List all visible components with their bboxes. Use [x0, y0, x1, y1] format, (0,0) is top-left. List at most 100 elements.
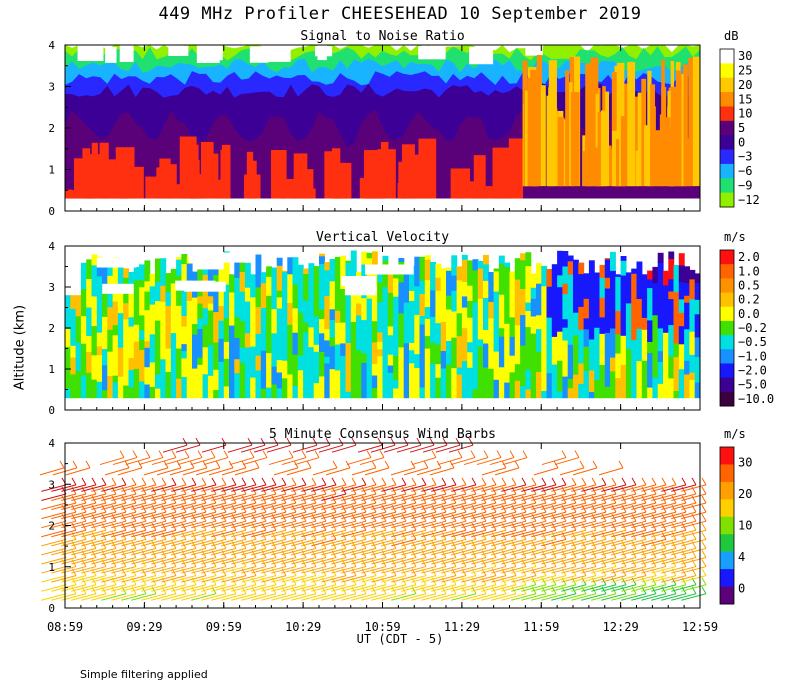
snr-plume-cell [627, 61, 636, 187]
wind-barb [641, 547, 667, 556]
wind-barb-flag [391, 477, 397, 486]
wind-barb [161, 584, 187, 592]
panel3-colorbar-swatch [720, 516, 734, 535]
velocity-cell [604, 386, 611, 399]
velocity-cell [641, 317, 648, 330]
wind-barb [111, 502, 137, 511]
wind-barb [481, 566, 507, 574]
velocity-cell [96, 332, 103, 347]
velocity-cell [165, 371, 172, 399]
wind-barb [651, 557, 677, 565]
wind-barb [651, 538, 677, 547]
wind-barb [471, 566, 497, 574]
velocity-cell [276, 372, 283, 389]
wind-barb-flag [416, 437, 422, 446]
wind-barb [541, 502, 567, 511]
velocity-cell [260, 368, 267, 389]
wind-barb [191, 520, 217, 529]
wind-barb [361, 557, 387, 565]
wind-barb [331, 566, 357, 574]
velocity-cell [467, 285, 474, 301]
velocity-cell [80, 288, 87, 296]
wind-barb [91, 547, 117, 556]
wind-barb [351, 566, 377, 574]
panel3-ytick-label: 4 [48, 437, 55, 450]
wind-barb [41, 547, 67, 556]
velocity-cell [546, 269, 553, 287]
wind-barb [381, 529, 407, 538]
velocity-cell [144, 347, 151, 368]
wind-barb [341, 575, 367, 583]
velocity-cell [282, 377, 288, 399]
wind-barb [381, 557, 407, 565]
velocity-cell [234, 337, 241, 360]
velocity-cell [213, 266, 220, 275]
wind-barb [41, 511, 67, 520]
wind-barb-flag [81, 477, 87, 486]
wind-barb [181, 511, 207, 520]
velocity-cell [694, 382, 700, 399]
velocity-cell [599, 264, 606, 278]
wind-barb [71, 484, 97, 492]
velocity-cell [96, 305, 103, 333]
wind-barb [531, 484, 557, 492]
velocity-cell [266, 387, 272, 399]
wind-barb [65, 467, 91, 476]
velocity-cell [668, 298, 675, 316]
wind-barb [41, 520, 67, 529]
wind-barb [41, 557, 67, 565]
wind-barb [71, 529, 97, 538]
wind-barb-flag [592, 460, 598, 469]
velocity-cell [668, 355, 675, 379]
velocity-cell [361, 297, 368, 321]
velocity-cell [107, 306, 114, 330]
wind-barb [141, 566, 167, 574]
wind-barb [461, 557, 487, 565]
velocity-cell [567, 294, 574, 321]
wind-barb [321, 593, 347, 601]
velocity-cell [324, 356, 331, 364]
velocity-cell [308, 290, 315, 301]
velocity-cell [583, 346, 590, 371]
velocity-cell [557, 286, 563, 300]
wind-barb [241, 493, 267, 501]
wind-barb [631, 484, 657, 492]
velocity-cell [80, 262, 87, 290]
wind-barb [491, 584, 517, 592]
velocity-cell [271, 308, 278, 334]
velocity-cell [678, 325, 685, 345]
wind-barb [421, 520, 447, 529]
wind-barb [201, 484, 227, 492]
wind-barb [271, 484, 297, 492]
wind-barb [661, 538, 687, 547]
snr-high-cell [380, 141, 389, 199]
velocity-cell [461, 360, 468, 389]
velocity-cell [218, 320, 225, 339]
velocity-cell [689, 278, 696, 300]
velocity-cell [689, 354, 696, 373]
snr-plume-cell [670, 86, 678, 187]
wind-barb-flag [514, 460, 520, 469]
wind-barb [451, 529, 477, 538]
wind-barb-flag [184, 450, 190, 458]
wind-barb [601, 493, 627, 501]
wind-barb [681, 584, 707, 592]
wind-barb [351, 484, 377, 492]
panel2-legend-label: −0.2 [738, 321, 767, 335]
wind-barb [361, 520, 387, 529]
wind-barb [581, 493, 607, 501]
velocity-cell [636, 261, 643, 292]
velocity-cell [673, 390, 680, 399]
wind-barb [661, 502, 687, 511]
wind-barb [311, 547, 337, 556]
wind-barb [361, 511, 387, 520]
velocity-cell [451, 367, 458, 399]
snr-gap [77, 45, 104, 62]
velocity-cell [255, 286, 262, 308]
wind-barb [101, 502, 127, 511]
wind-barbs-plot [39, 437, 707, 601]
wind-barb [311, 538, 337, 547]
velocity-cell [477, 261, 484, 269]
wind-barb-flag [701, 495, 707, 504]
wind-barb-flag [286, 437, 292, 446]
